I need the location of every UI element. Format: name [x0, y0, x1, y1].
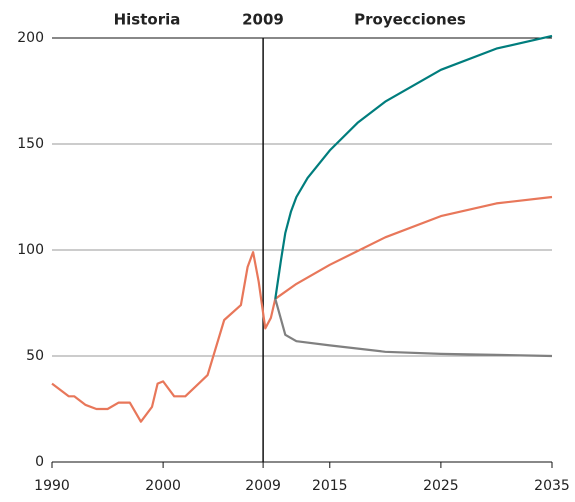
y-tick-label: 50: [26, 348, 44, 364]
line-series: [51, 195, 553, 423]
x-tick-label: 2009: [245, 478, 281, 494]
annotation: Proyecciones: [354, 11, 466, 29]
x-tick-label: 1990: [34, 478, 70, 494]
x-tick-label: 2015: [312, 478, 348, 494]
annotation: 2009: [242, 11, 284, 29]
line-series: [274, 34, 553, 299]
y-tick-label: 150: [17, 136, 44, 152]
line-series: [274, 298, 553, 358]
annotation: Historia: [114, 11, 181, 29]
x-tick-label: 2000: [145, 478, 181, 494]
y-tick-label: 0: [35, 454, 44, 470]
x-tick-label: 2035: [534, 478, 570, 494]
y-tick-label: 100: [17, 242, 44, 258]
x-tick-label: 2025: [423, 478, 459, 494]
y-tick-label: 200: [17, 30, 44, 46]
